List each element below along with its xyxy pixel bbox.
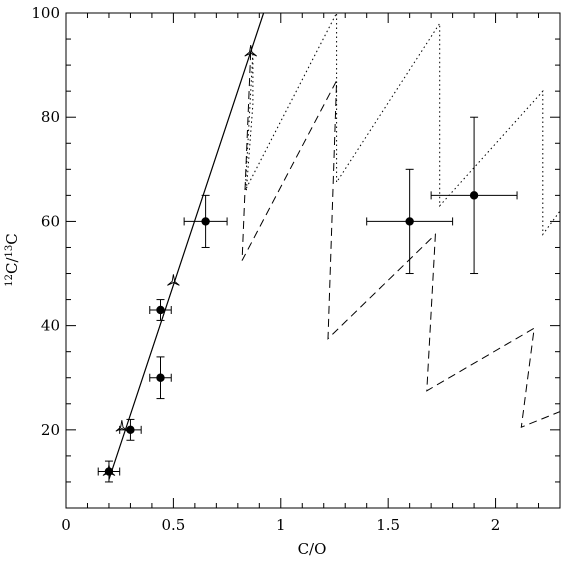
model-marker	[244, 45, 258, 57]
x-axis-label: C/O	[298, 540, 327, 558]
observation-dot	[126, 425, 135, 435]
series	[97, 13, 560, 483]
model-marker-shape	[115, 420, 129, 432]
observation-dot	[156, 373, 165, 382]
observation-point	[149, 299, 172, 321]
y-tick-label: 20	[41, 421, 60, 439]
y-tick-label: 100	[31, 4, 60, 22]
y-axis-label-mass-1: 12	[4, 274, 15, 287]
model-marker	[115, 420, 129, 432]
solid-model-line	[108, 13, 265, 480]
observation-point	[97, 460, 121, 483]
y-axis-label-mass-2: 13	[4, 245, 15, 258]
x-tick-label: 2	[491, 516, 501, 534]
ticks	[65, 12, 560, 509]
labels: 0 0.5 1 1.5 2 20 40 60 80 100	[31, 4, 500, 534]
observation-dot	[201, 217, 210, 226]
x-tick-label: 0.5	[161, 516, 185, 534]
observation-point	[149, 356, 172, 400]
model-marker	[167, 274, 180, 286]
dashed-model-line	[241, 52, 560, 428]
y-axis-label-part-1: C/	[3, 257, 21, 274]
model-marker-shape	[244, 45, 258, 57]
y-tick-label: 60	[41, 212, 60, 230]
observation-dot	[405, 217, 414, 226]
observation-dot	[156, 305, 165, 315]
x-tick-label: 0	[61, 516, 71, 534]
dotted-model-line	[244, 13, 560, 236]
y-tick-label: 40	[41, 317, 60, 335]
observation-point	[119, 418, 142, 441]
y-axis-label-part-2: C	[3, 233, 21, 244]
observation-point	[183, 194, 228, 248]
y-axis-label: 12C/13C	[3, 233, 21, 286]
observation-point	[430, 116, 518, 275]
x-tick-label: 1	[276, 516, 286, 534]
observation-dot	[469, 191, 479, 200]
observation-dot	[104, 467, 114, 476]
model-marker-shape	[167, 274, 180, 286]
plot-frame	[65, 12, 561, 509]
observation-point	[366, 168, 454, 275]
x-tick-label: 1.5	[376, 516, 400, 534]
y-tick-label: 80	[41, 108, 60, 126]
